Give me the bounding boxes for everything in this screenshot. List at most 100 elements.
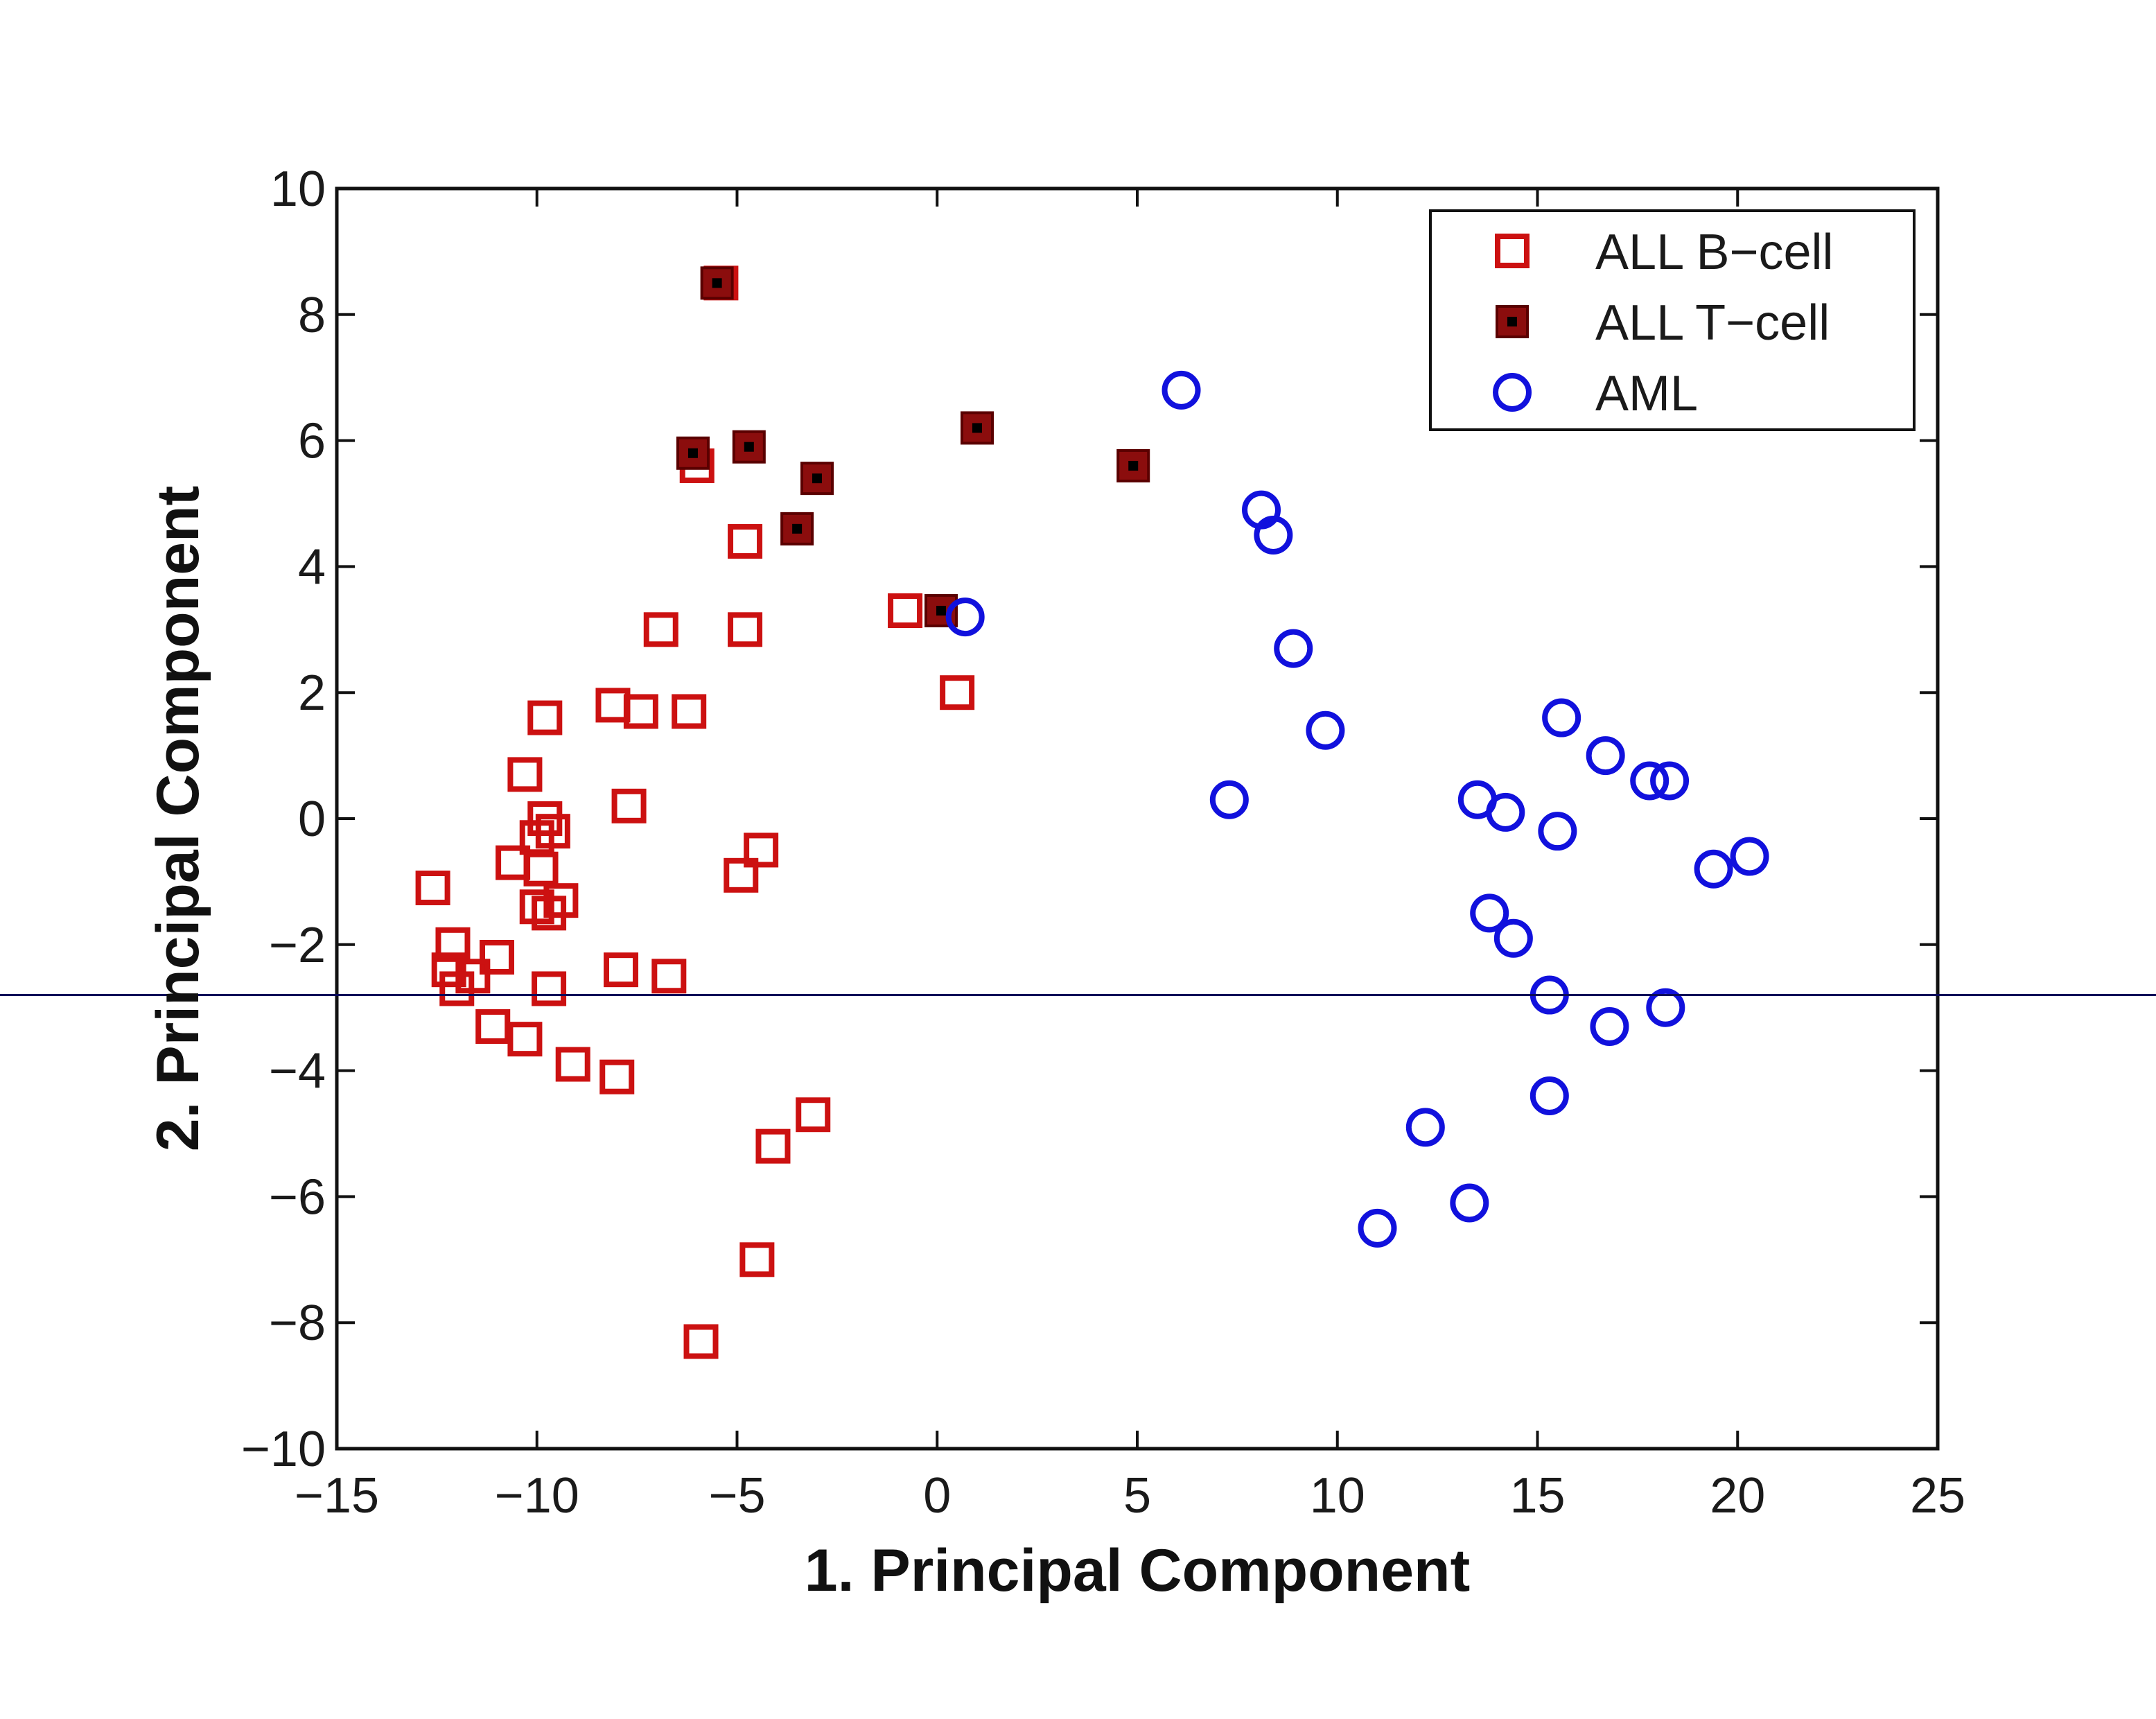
y-tick-label: 4 xyxy=(298,539,326,595)
all-b-cell-point xyxy=(739,1242,775,1277)
legend-label: ALL B−cell xyxy=(1595,225,1834,280)
aml-points xyxy=(945,370,1769,1248)
all-b-cell-point xyxy=(623,694,658,729)
all-b-cell-point xyxy=(431,952,466,988)
all-b-cell-point xyxy=(435,927,471,962)
all-t-cell-point xyxy=(700,266,734,300)
legend-entries: ALL B−cell ALL T−cell AML xyxy=(1493,225,1834,421)
y-tick-label: 0 xyxy=(298,792,326,847)
all-b-cell-point xyxy=(611,788,647,823)
all-b-cell-point xyxy=(439,971,475,1006)
y-axis-title: 2. Principal Component xyxy=(145,486,211,1151)
aml-point xyxy=(1209,780,1249,819)
legend-marker xyxy=(1496,305,1529,338)
all-t-cell-point xyxy=(1116,448,1150,482)
all-t-cell-point-center xyxy=(744,442,754,452)
y-tick-label: −2 xyxy=(269,918,326,973)
x-tick-label: 20 xyxy=(1710,1468,1765,1524)
all-b-cell-point xyxy=(532,896,567,931)
x-tick-label: −10 xyxy=(495,1468,579,1524)
all-t-cell-point xyxy=(780,512,814,546)
y-tick-label: 8 xyxy=(298,288,326,343)
aml-point xyxy=(1493,918,1533,958)
all-b-cell-point xyxy=(683,1324,719,1359)
aml-point xyxy=(1590,1006,1629,1046)
y-tick-label: −6 xyxy=(269,1169,326,1225)
all-t-cell-point-body xyxy=(961,411,994,445)
all-b-cell-point xyxy=(604,952,639,988)
all-b-cell-point xyxy=(523,851,559,887)
all-b-cell-point xyxy=(527,700,563,735)
legend-marker-center xyxy=(1507,317,1517,326)
y-tick-label: −8 xyxy=(269,1295,326,1351)
all-b-cell-point xyxy=(507,757,543,792)
all-b-cell-point xyxy=(672,694,707,729)
aml-point xyxy=(1542,698,1581,738)
legend-marker xyxy=(1493,373,1532,412)
all-t-cell-point xyxy=(800,462,834,496)
legend-label: AML xyxy=(1595,366,1698,421)
y-tick-label: −10 xyxy=(241,1422,326,1477)
x-tick-label: 15 xyxy=(1509,1468,1565,1524)
all-b-cell-point xyxy=(728,612,763,647)
aml-point xyxy=(1306,710,1345,750)
all-t-cell-point xyxy=(961,411,994,445)
aml-point xyxy=(1630,761,1669,801)
legend-entry-all-b-cell: ALL B−cell xyxy=(1495,225,1834,280)
y-tick-label: 2 xyxy=(298,665,326,721)
all-b-cell-point xyxy=(888,593,923,629)
all-b-cell-point xyxy=(728,524,763,559)
aml-point xyxy=(1586,736,1625,776)
aml-point xyxy=(1405,1108,1445,1147)
aml-point xyxy=(1538,812,1577,851)
aml-point xyxy=(1530,1076,1569,1115)
aml-point xyxy=(945,597,985,637)
y-tick-label: 10 xyxy=(270,162,326,217)
all-b-cell-point xyxy=(755,1128,791,1164)
aml-point xyxy=(1162,370,1201,410)
all-b-cell-point xyxy=(507,1022,543,1057)
all-t-cell-point-center xyxy=(792,523,803,534)
aml-point xyxy=(1694,849,1733,889)
data-marks-layer xyxy=(415,265,1769,1359)
y-tick-label: −4 xyxy=(269,1044,326,1099)
legend: ALL B−cell ALL T−cell AML xyxy=(1429,209,1916,431)
x-axis-title: 1. Principal Component xyxy=(805,1537,1470,1604)
aml-point xyxy=(1358,1208,1397,1248)
aml-point xyxy=(1730,837,1769,876)
all-t-cell-point-center xyxy=(972,423,982,433)
all-b-cell-point xyxy=(940,675,975,710)
aml-point xyxy=(1274,629,1313,668)
all-b-cell-point xyxy=(643,612,678,647)
aml-point xyxy=(1254,515,1293,555)
x-tick-label: −15 xyxy=(295,1468,379,1524)
x-tick-label: −5 xyxy=(708,1468,765,1524)
all-b-cell-point xyxy=(475,1009,511,1044)
all-t-cell-points xyxy=(676,266,1150,628)
aml-point xyxy=(1470,893,1509,933)
aml-point xyxy=(1486,792,1525,832)
y-tick-label: 6 xyxy=(298,414,326,469)
legend-marker xyxy=(1495,234,1530,268)
all-t-cell-point xyxy=(676,436,710,470)
all-t-cell-point-center xyxy=(687,448,698,458)
legend-label: ALL T−cell xyxy=(1595,295,1830,351)
plot-area-frame xyxy=(335,186,1940,1451)
all-t-cell-point xyxy=(732,430,766,464)
x-tick-label: 0 xyxy=(923,1468,951,1524)
all-b-cell-point xyxy=(532,971,567,1006)
all-t-cell-point-body xyxy=(700,266,734,300)
all-t-cell-point-center xyxy=(936,606,947,616)
aml-point xyxy=(1646,988,1685,1027)
all-b-cell-point xyxy=(744,832,779,868)
all-b-cell-point xyxy=(651,959,687,994)
legend-entry-aml: AML xyxy=(1493,366,1698,421)
all-b-cell-point xyxy=(415,870,450,905)
all-t-cell-point-center xyxy=(812,473,822,484)
x-tick-label: 25 xyxy=(1910,1468,1965,1524)
all-t-cell-point-center xyxy=(1128,460,1139,471)
legend-entry-all-t-cell: ALL T−cell xyxy=(1496,295,1830,351)
all-b-cell-point xyxy=(599,1059,635,1094)
